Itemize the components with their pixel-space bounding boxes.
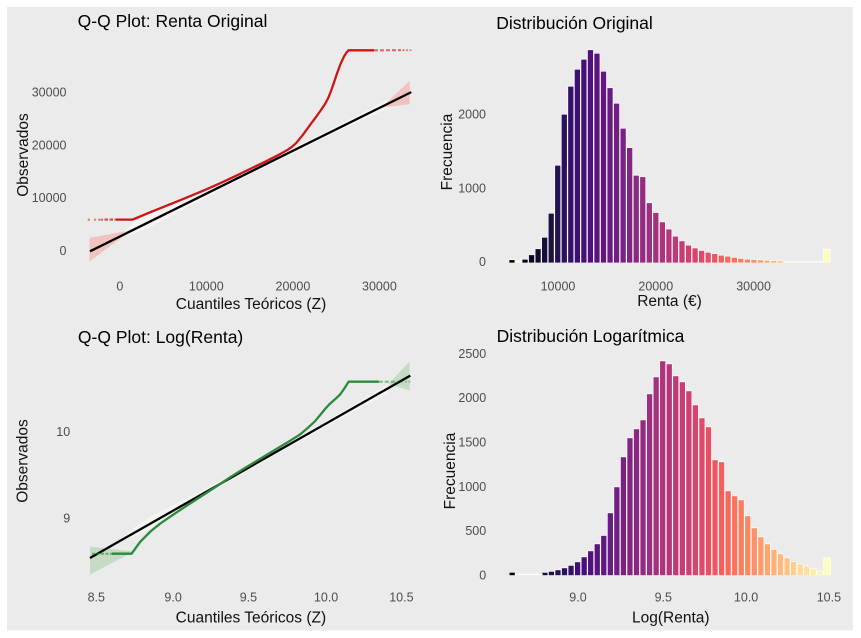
svg-text:1500: 1500 (458, 436, 486, 450)
svg-text:10.5: 10.5 (817, 591, 841, 605)
svg-text:8.5: 8.5 (88, 591, 105, 605)
svg-text:2000: 2000 (458, 391, 486, 405)
svg-text:10000: 10000 (32, 191, 67, 205)
svg-text:Log(Renta): Log(Renta) (632, 610, 710, 627)
svg-text:Q-Q Plot: Renta Original: Q-Q Plot: Renta Original (78, 11, 268, 31)
svg-text:9.5: 9.5 (240, 591, 257, 605)
svg-text:10.5: 10.5 (389, 591, 413, 605)
svg-text:Distribución Logarítmica: Distribución Logarítmica (497, 326, 685, 346)
svg-text:20000: 20000 (32, 138, 67, 152)
svg-text:30000: 30000 (32, 85, 67, 99)
svg-text:Cuantiles Teóricos (Z): Cuantiles Teóricos (Z) (176, 610, 326, 627)
svg-text:9.0: 9.0 (164, 591, 181, 605)
svg-text:20000: 20000 (276, 280, 311, 294)
svg-text:Frecuencia: Frecuencia (442, 432, 459, 509)
svg-text:2500: 2500 (458, 347, 486, 361)
svg-text:20000: 20000 (638, 280, 673, 294)
svg-text:0: 0 (479, 568, 486, 582)
svg-text:10.0: 10.0 (734, 591, 758, 605)
svg-text:9.5: 9.5 (655, 591, 672, 605)
svg-text:10000: 10000 (189, 280, 224, 294)
svg-text:Cuantiles Teóricos (Z): Cuantiles Teóricos (Z) (176, 296, 326, 313)
svg-text:Distribución Original: Distribución Original (496, 13, 653, 33)
svg-text:1000: 1000 (458, 480, 486, 494)
svg-text:2000: 2000 (458, 108, 486, 122)
svg-text:Observados: Observados (15, 113, 32, 197)
svg-text:1000: 1000 (458, 181, 486, 195)
svg-text:Renta (€): Renta (€) (637, 293, 702, 310)
svg-text:Frecuencia: Frecuencia (439, 113, 456, 190)
svg-text:Observados: Observados (15, 419, 32, 503)
svg-text:10.0: 10.0 (314, 591, 338, 605)
svg-text:0: 0 (60, 244, 67, 258)
svg-text:0: 0 (116, 280, 123, 294)
svg-text:500: 500 (465, 524, 486, 538)
svg-text:Q-Q Plot: Log(Renta): Q-Q Plot: Log(Renta) (78, 327, 243, 347)
svg-text:9: 9 (63, 512, 70, 526)
svg-text:10000: 10000 (541, 280, 576, 294)
svg-text:30000: 30000 (362, 280, 397, 294)
svg-text:9.0: 9.0 (569, 591, 586, 605)
svg-text:10: 10 (56, 425, 70, 439)
svg-text:30000: 30000 (736, 280, 771, 294)
svg-text:0: 0 (479, 255, 486, 269)
